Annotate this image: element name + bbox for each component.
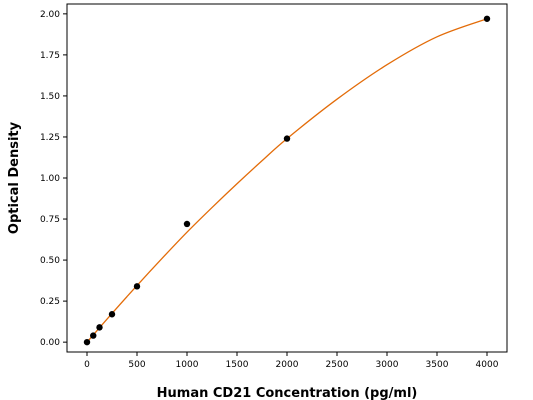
x-tick-label: 0 [84,360,90,370]
data-point [483,15,491,22]
x-tick-label: 500 [128,360,145,370]
data-point [183,220,191,228]
y-axis-ticks: 0.00 0.25 0.50 0.75 1.00 1.25 1.50 1.75 2.00 [40,10,67,348]
data-point [283,135,291,142]
data-point [90,332,97,339]
x-axis-title: Human CD21 Concentration (pg/ml) [157,386,418,400]
data-point [108,311,116,318]
fit-curve-line [86,18,488,343]
x-tick-label: 3500 [426,360,449,370]
data-point [83,338,91,346]
y-tick-label: 2.00 [40,10,60,20]
y-tick-label: 0.50 [40,256,60,266]
x-tick-label: 4000 [476,360,499,370]
y-tick-label: 0.25 [40,297,60,307]
data-points-layer [83,15,491,346]
data-point [133,283,141,290]
plot-frame [66,3,508,353]
y-tick-label: 0.75 [40,215,60,225]
x-tick-label: 2500 [326,360,349,370]
y-tick-label: 1.25 [40,133,60,143]
x-axis-ticks: 0 500 1000 1500 2000 2500 3000 3500 4000 [84,352,499,370]
y-tick-label: 1.75 [40,51,60,61]
x-tick-label: 1000 [176,360,199,370]
x-tick-label: 1500 [226,360,249,370]
y-tick-label: 1.00 [40,174,60,184]
fit-curve-layer [86,18,488,343]
y-tick-label: 0.00 [40,338,60,348]
y-axis-title: Optical Density [7,121,22,234]
y-tick-label: 1.50 [40,92,60,102]
data-point [96,324,103,331]
x-tick-label: 3000 [376,360,399,370]
x-tick-label: 2000 [276,360,299,370]
